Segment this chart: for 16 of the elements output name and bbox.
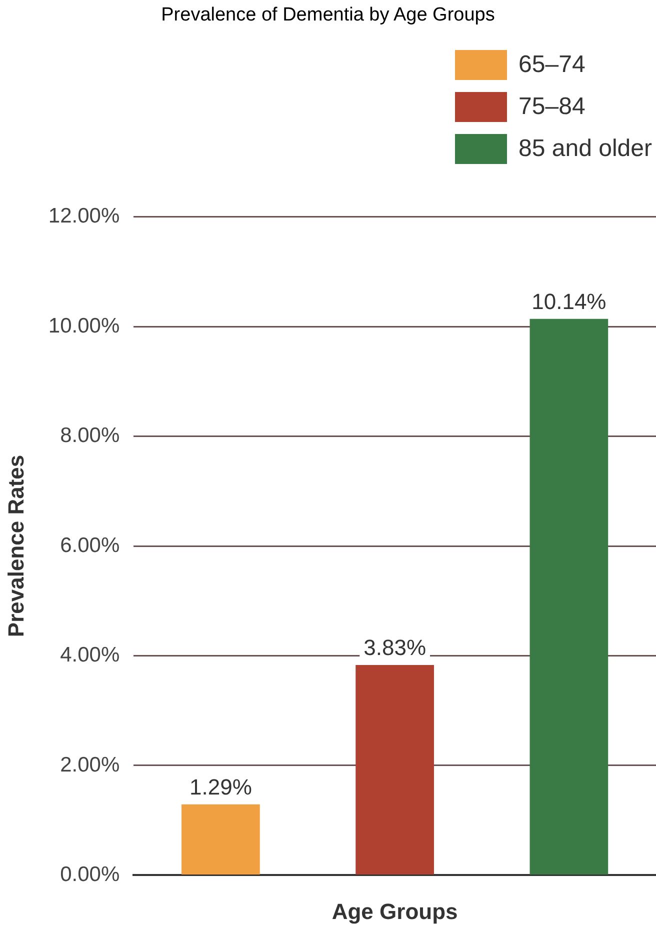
y-axis-title: Prevalence Rates (3, 454, 28, 638)
y-tick-label: 4.00% (60, 644, 120, 667)
y-tick-label: 6.00% (60, 534, 120, 557)
data-label: 1.29% (189, 774, 252, 800)
y-tick-label: 12.00% (48, 204, 120, 228)
legend-label: 85 and older (518, 135, 652, 163)
y-tick-label: 0.00% (60, 862, 120, 886)
data-label: 3.83% (364, 635, 426, 660)
x-axis-title: Age Groups (332, 898, 458, 924)
y-tick-label: 2.00% (60, 753, 120, 776)
chart-title: Prevalence of Dementia by Age Groups (161, 4, 495, 26)
y-tick-label: 10.00% (48, 314, 120, 338)
legend-label: 75–84 (518, 93, 586, 121)
data-label: 10.14% (532, 288, 606, 314)
legend-label: 65–74 (518, 51, 586, 79)
y-tick-label: 8.00% (60, 424, 120, 448)
